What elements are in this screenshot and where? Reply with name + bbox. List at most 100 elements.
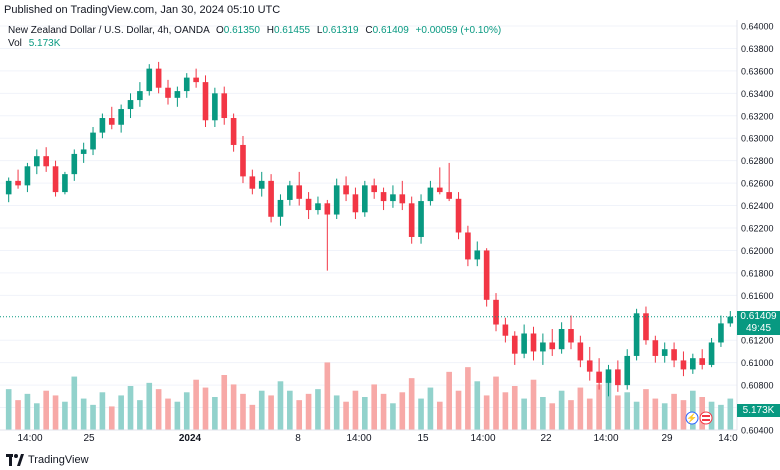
volume-bar: [52, 395, 59, 430]
candle-body: [108, 118, 115, 125]
volume-bar: [183, 392, 190, 430]
candle-body: [577, 342, 584, 361]
price-tick-label: 0.61200: [741, 336, 774, 346]
legend-open-label: O: [215, 25, 224, 36]
candle-body: [287, 185, 293, 200]
time-tick-label: 14:00: [346, 433, 371, 444]
candle-body: [558, 329, 565, 350]
legend-high-label: H: [266, 25, 274, 36]
candle-body: [352, 194, 359, 213]
bar-countdown: 49:45: [745, 322, 772, 334]
candle-body: [708, 342, 715, 365]
volume-bar: [615, 395, 621, 430]
legend-high-value: 0.61455: [273, 25, 311, 36]
candle-body: [390, 194, 396, 202]
price-tick-label: 0.62200: [741, 224, 774, 234]
volume-bar: [643, 389, 649, 430]
candle-body: [99, 118, 106, 133]
volume-bar: [455, 390, 462, 430]
volume-bar: [540, 397, 546, 430]
candles: [5, 61, 734, 397]
legend-volume-row: Vol 5.173K: [8, 37, 501, 50]
candle-body: [690, 358, 696, 370]
candle-body: [586, 360, 593, 372]
volume-bar: [511, 386, 518, 430]
volume-bar: [5, 389, 12, 430]
legend-volume-label[interactable]: Vol: [8, 38, 22, 49]
volume-bar: [118, 395, 124, 430]
volume-bar: [362, 397, 368, 430]
volume-bar: [202, 387, 209, 430]
legend-close-label: C: [365, 25, 373, 36]
candle-body: [511, 335, 518, 354]
candle-body: [240, 144, 246, 177]
time-tick-label: 2024: [179, 433, 202, 444]
volume-bar: [483, 395, 490, 430]
volume-bar: [436, 401, 443, 430]
candle-body: [333, 185, 340, 215]
tradingview-brand[interactable]: TradingView: [28, 454, 89, 466]
time-tick-label: 15: [417, 433, 429, 444]
candle-body: [474, 250, 481, 260]
candle-body: [212, 93, 218, 121]
volume-bar: [371, 384, 377, 430]
legend-symbol[interactable]: New Zealand Dollar / U.S. Dollar, 4h, OA…: [8, 25, 210, 36]
volume-bar: [418, 398, 424, 430]
candle-body: [343, 185, 349, 195]
volume-bar: [390, 403, 396, 430]
candle-body: [33, 156, 40, 167]
volume-bar: [24, 393, 31, 430]
candle-body: [408, 203, 415, 237]
time-tick-label: 14:0: [718, 433, 738, 444]
volume-bar: [174, 401, 181, 430]
volume-bar: [212, 397, 218, 430]
time-axis: 14:00 25 2024 8 14:00 15 14:00 22 14:00 29 14:0: [17, 433, 738, 444]
legend-open-value: 0.61350: [223, 25, 260, 36]
volume-bar: [268, 395, 274, 430]
candle-body: [521, 333, 527, 354]
volume-bar: [305, 393, 312, 430]
candle-body: [483, 250, 490, 300]
volume-bar: [15, 400, 21, 430]
candle-body: [568, 329, 574, 343]
candle-body: [418, 201, 424, 237]
candle-body: [596, 371, 602, 383]
price-tick-label: 0.63800: [741, 44, 774, 54]
candle-body: [249, 176, 256, 189]
candlestick-chart[interactable]: 0.64000 0.63800 0.63600 0.63400 0.63200 0.630…: [0, 20, 780, 450]
time-tick-label: 14:00: [593, 433, 618, 444]
volume-bar: [343, 401, 349, 430]
tradingview-logo-icon[interactable]: [6, 454, 24, 466]
candle-body: [127, 100, 134, 110]
last-price-label: 0.61409 49:45: [737, 310, 780, 335]
candle-body: [615, 369, 621, 386]
candle-body: [174, 91, 181, 98]
time-tick-label: 14:00: [470, 433, 495, 444]
candle-body: [633, 313, 640, 356]
chart-area[interactable]: 0.64000 0.63800 0.63600 0.63400 0.63200 0.630…: [0, 20, 780, 450]
time-tick-label: 22: [540, 433, 552, 444]
volume-bar: [99, 392, 106, 430]
indicator-icons[interactable]: ⚡: [685, 411, 713, 425]
price-tick-label: 0.61000: [741, 358, 774, 368]
time-tick-label: 8: [295, 433, 301, 444]
candle-body: [605, 369, 612, 383]
volume-bar: [465, 367, 471, 430]
volume-bar: [137, 400, 143, 430]
candle-body: [155, 68, 162, 88]
candle-body: [455, 198, 462, 233]
volume-bar: [633, 401, 640, 430]
candle-body: [493, 299, 499, 325]
candle-body: [15, 180, 21, 186]
price-tick-label: 0.64000: [741, 22, 774, 32]
volume-bar: [249, 404, 256, 430]
price-tick-label: 0.62600: [741, 179, 774, 189]
candle-body: [371, 185, 377, 193]
volume-bar: [315, 389, 321, 430]
volume-bar: [605, 378, 612, 430]
time-tick-label: 29: [661, 433, 673, 444]
volume-bar: [577, 387, 584, 430]
volume-bar: [33, 403, 40, 430]
volume-bar: [671, 393, 677, 430]
candle-body: [540, 342, 546, 352]
